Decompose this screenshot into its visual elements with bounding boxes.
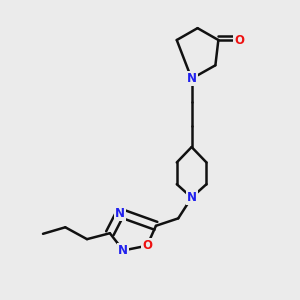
Text: O: O (234, 34, 244, 46)
Text: N: N (118, 244, 128, 257)
Text: N: N (115, 206, 125, 220)
Text: N: N (187, 72, 196, 85)
Text: O: O (142, 239, 152, 252)
Text: N: N (187, 191, 196, 204)
